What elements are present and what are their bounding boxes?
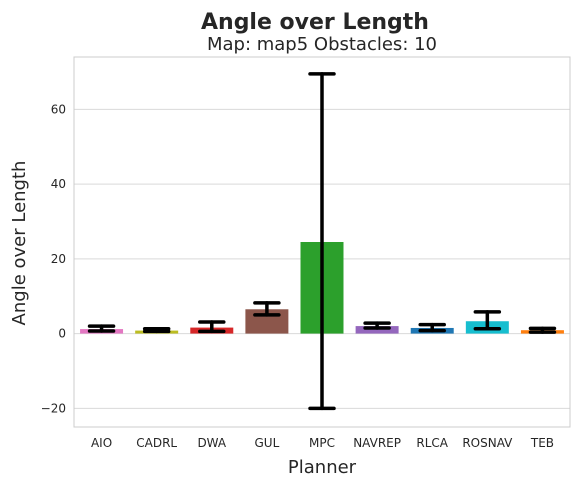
bar-navrep [355, 326, 399, 334]
plot-frame [73, 56, 571, 428]
chart-subtitle: Map: map5 Obstacles: 10 [207, 34, 437, 55]
x-tick-label: DWA [197, 436, 226, 450]
y-tick-labels: −20 0 20 40 60 [41, 102, 66, 415]
y-axis-label: Angle over Length [9, 161, 30, 326]
x-tick-label: AIO [91, 436, 112, 450]
x-tick-label: NAVREP [353, 436, 401, 450]
x-tick-label: ROSNAV [462, 436, 513, 450]
y-tick-label: 60 [51, 102, 66, 116]
x-axis-label: Planner [288, 457, 357, 478]
y-tick-label: −20 [41, 401, 66, 415]
x-tick-label: GUL [254, 436, 279, 450]
y-tick-label: 40 [51, 177, 66, 191]
y-tick-label: 0 [58, 327, 66, 341]
x-tick-label: RLCA [416, 436, 448, 450]
error-bars [87, 72, 557, 411]
x-tick-label: MPC [309, 436, 335, 450]
y-tick-label: 20 [51, 252, 66, 266]
x-tick-label: CADRL [136, 436, 177, 450]
chart-title: Angle over Length [201, 10, 429, 35]
x-tick-label: TEB [530, 436, 554, 450]
x-tick-labels: AIO CADRL DWA GUL MPC NAVREP RLCA ROSNAV TEB [91, 436, 554, 450]
